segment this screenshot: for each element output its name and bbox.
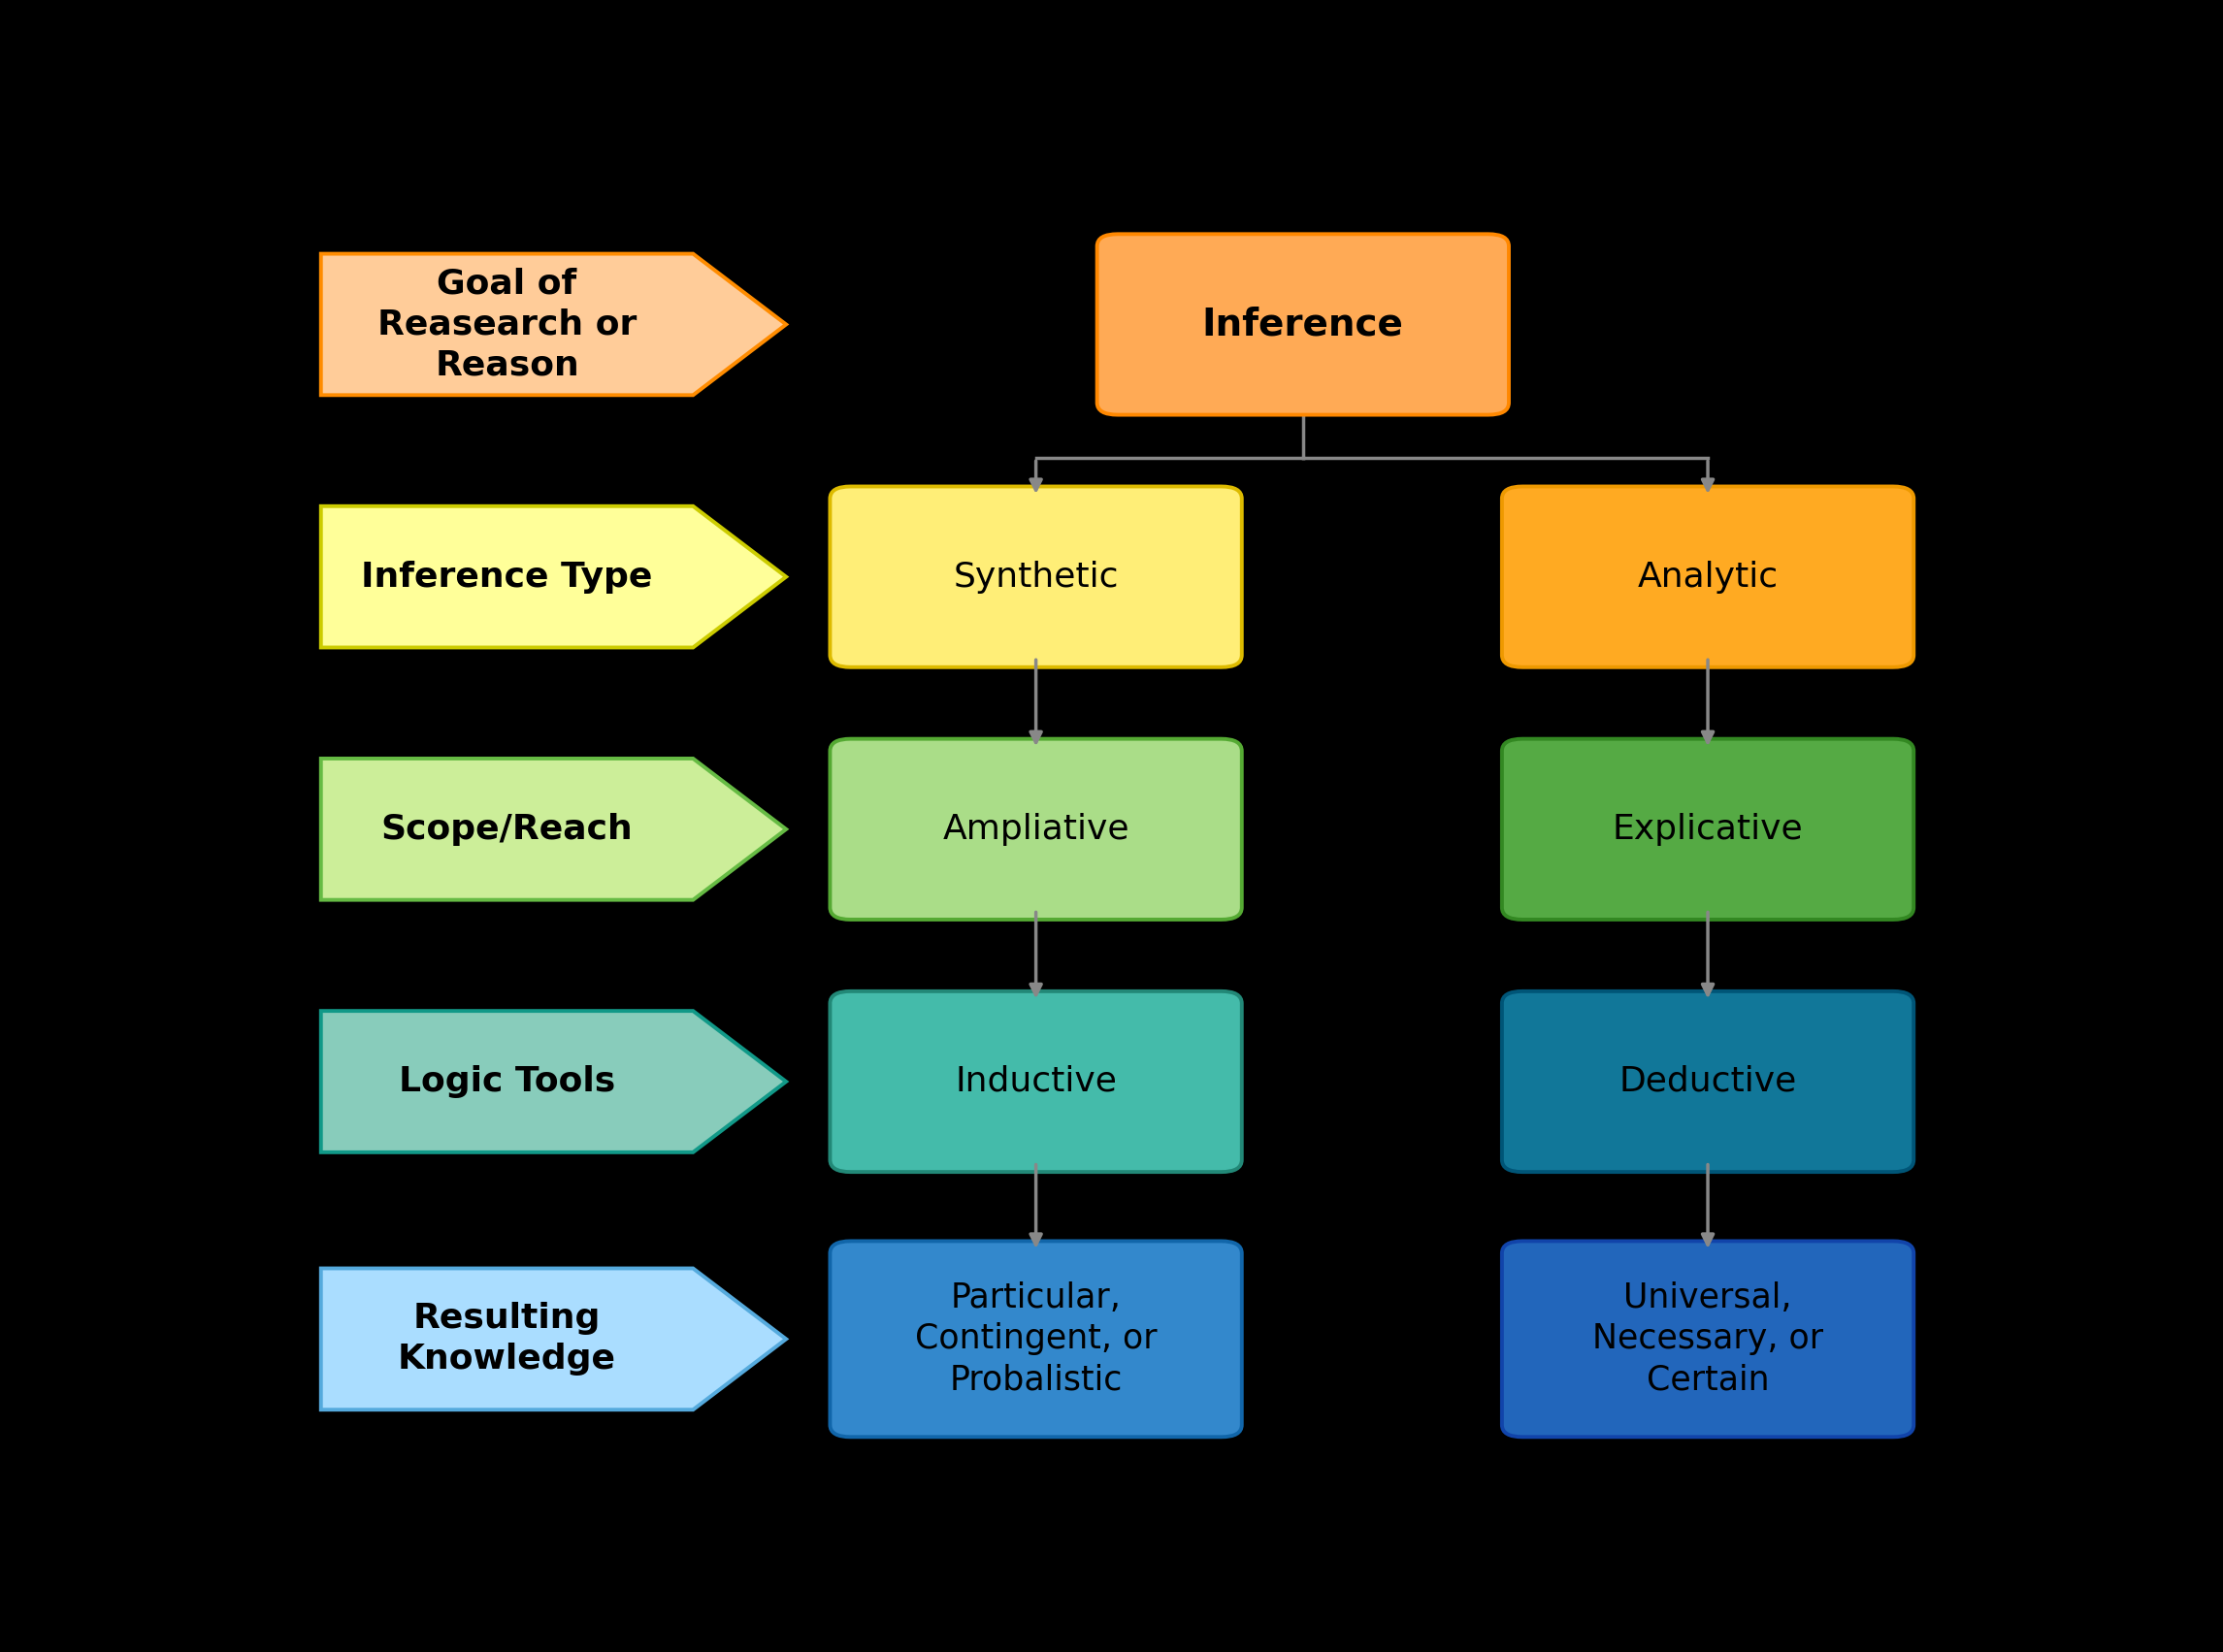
Text: Goal of
Reasearch or
Reason: Goal of Reasearch or Reason <box>378 268 636 382</box>
FancyBboxPatch shape <box>829 991 1243 1171</box>
Polygon shape <box>320 758 787 900</box>
Text: Inductive: Inductive <box>956 1066 1116 1099</box>
Text: Ampliative: Ampliative <box>943 813 1129 846</box>
FancyBboxPatch shape <box>1503 1241 1914 1437</box>
FancyBboxPatch shape <box>829 486 1243 667</box>
FancyBboxPatch shape <box>1098 235 1509 415</box>
Text: Inference: Inference <box>1203 306 1403 344</box>
Text: Explicative: Explicative <box>1612 813 1803 846</box>
FancyBboxPatch shape <box>829 1241 1243 1437</box>
Polygon shape <box>320 254 787 395</box>
Polygon shape <box>320 1011 787 1153</box>
Text: Synthetic: Synthetic <box>954 560 1118 593</box>
Text: Resulting
Knowledge: Resulting Knowledge <box>398 1302 616 1376</box>
FancyBboxPatch shape <box>1503 991 1914 1171</box>
FancyBboxPatch shape <box>829 738 1243 920</box>
Text: Particular,
Contingent, or
Probalistic: Particular, Contingent, or Probalistic <box>916 1282 1156 1396</box>
Polygon shape <box>320 1269 787 1409</box>
Text: Deductive: Deductive <box>1618 1066 1796 1099</box>
Text: Analytic: Analytic <box>1638 560 1778 593</box>
FancyBboxPatch shape <box>1503 738 1914 920</box>
Text: Inference Type: Inference Type <box>362 560 654 593</box>
Text: Scope/Reach: Scope/Reach <box>380 813 634 846</box>
FancyBboxPatch shape <box>1503 486 1914 667</box>
Polygon shape <box>320 506 787 648</box>
Text: Logic Tools: Logic Tools <box>398 1066 616 1099</box>
Text: Universal,
Necessary, or
Certain: Universal, Necessary, or Certain <box>1592 1282 1823 1396</box>
